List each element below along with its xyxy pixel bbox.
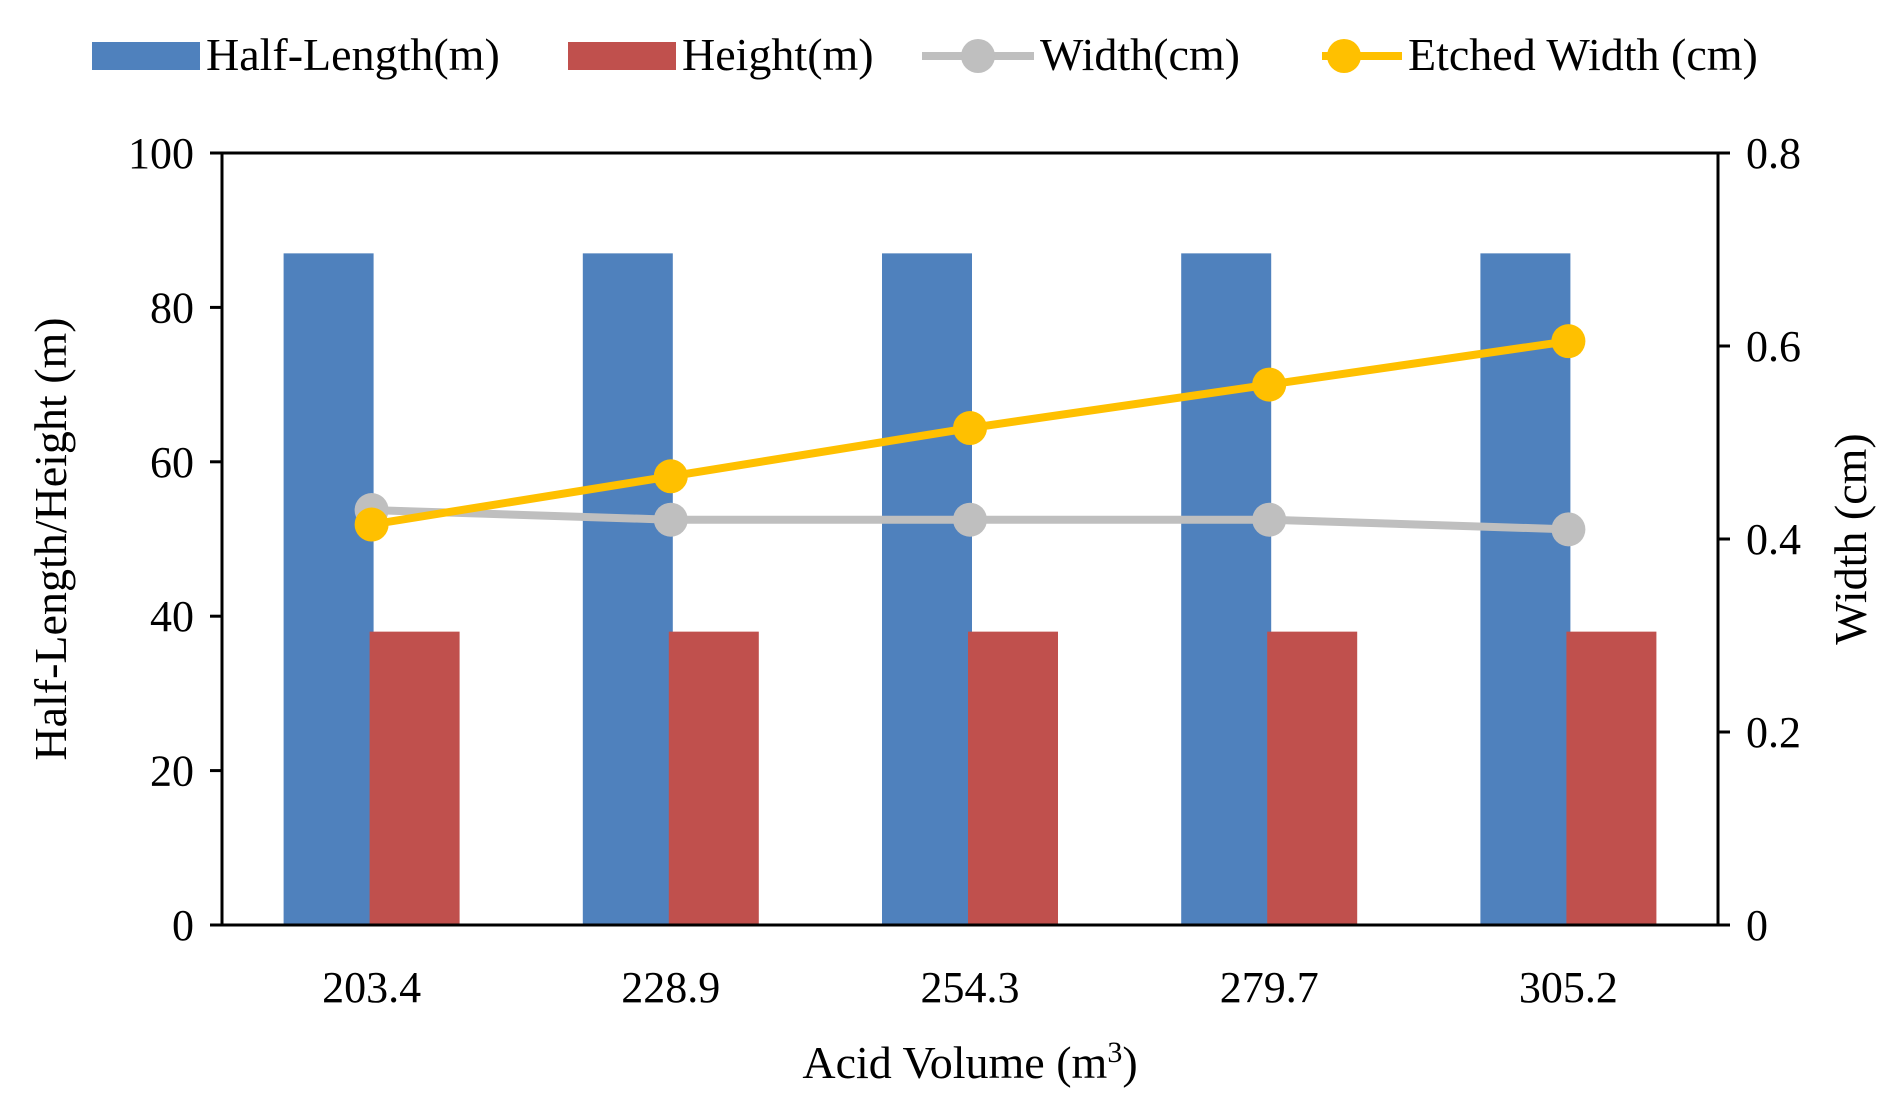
legend-marker-width — [961, 39, 995, 73]
bar-height-5 — [1566, 631, 1657, 925]
x-tick-label: 305.2 — [1519, 963, 1618, 1012]
legend-label-height: Height(m) — [682, 29, 874, 80]
legend-swatch-height — [568, 42, 676, 70]
y-axis-title: Half-Length/Height (m) — [25, 317, 76, 760]
line-series-group — [354, 324, 1586, 547]
x-axis-title-main: Acid Volume (m — [802, 1037, 1107, 1088]
y-tick-label: 0 — [172, 901, 194, 950]
y-tick-label: 40 — [150, 592, 194, 641]
point-etched-width-1 — [354, 507, 389, 542]
point-width-5 — [1551, 512, 1586, 547]
bar-series-group — [283, 253, 1657, 926]
point-width-2 — [653, 502, 688, 537]
bar-half-length-4 — [1181, 253, 1272, 926]
x-tick-label: 279.7 — [1220, 963, 1319, 1012]
y-tick-label: 80 — [150, 283, 194, 332]
tick-group: 0 20 40 60 80 100 0 0.2 0.4 0.6 0.8 203.4 228.9 254.3… — [128, 129, 1801, 1012]
bar-height-3 — [968, 631, 1058, 925]
y2-tick-label: 0.2 — [1746, 708, 1801, 757]
x-tick-label: 203.4 — [322, 963, 421, 1012]
x-tick-label: 254.3 — [921, 963, 1020, 1012]
legend-swatch-half-length — [92, 42, 200, 70]
legend-label-etched-width: Etched Width (cm) — [1408, 29, 1758, 80]
bar-height-2 — [668, 631, 759, 925]
legend: Half-Length(m) Height(m) Width(cm) Etche… — [92, 29, 1758, 80]
point-etched-width-5 — [1551, 324, 1586, 359]
bar-half-length-3 — [882, 253, 972, 926]
y-tick-label: 100 — [128, 129, 194, 178]
y2-tick-label: 0.8 — [1746, 129, 1801, 178]
point-etched-width-4 — [1252, 367, 1287, 402]
bar-half-length-2 — [582, 253, 673, 926]
bar-height-4 — [1267, 631, 1358, 925]
x-axis-title-superscript: 3 — [1107, 1036, 1122, 1069]
legend-label-width: Width(cm) — [1040, 29, 1240, 80]
point-etched-width-3 — [953, 411, 987, 446]
legend-marker-etched-width — [1327, 39, 1361, 73]
legend-label-half-length: Half-Length(m) — [206, 29, 500, 80]
bar-height-1 — [369, 631, 460, 925]
point-etched-width-2 — [653, 459, 688, 494]
x-axis-title-close: ) — [1122, 1037, 1137, 1088]
x-tick-label: 228.9 — [621, 963, 720, 1012]
bar-half-length-1 — [283, 253, 374, 926]
point-width-4 — [1252, 502, 1287, 537]
bar-half-length-5 — [1480, 253, 1571, 926]
y2-tick-label: 0 — [1746, 901, 1768, 950]
y-tick-label: 60 — [150, 438, 194, 487]
y2-tick-label: 0.4 — [1746, 515, 1801, 564]
x-axis-title: Acid Volume (m3) — [802, 1036, 1137, 1089]
y2-tick-label: 0.6 — [1746, 322, 1801, 371]
y2-axis-title: Width (cm) — [1825, 433, 1876, 644]
y-tick-label: 20 — [150, 747, 194, 796]
point-width-3 — [953, 502, 987, 537]
